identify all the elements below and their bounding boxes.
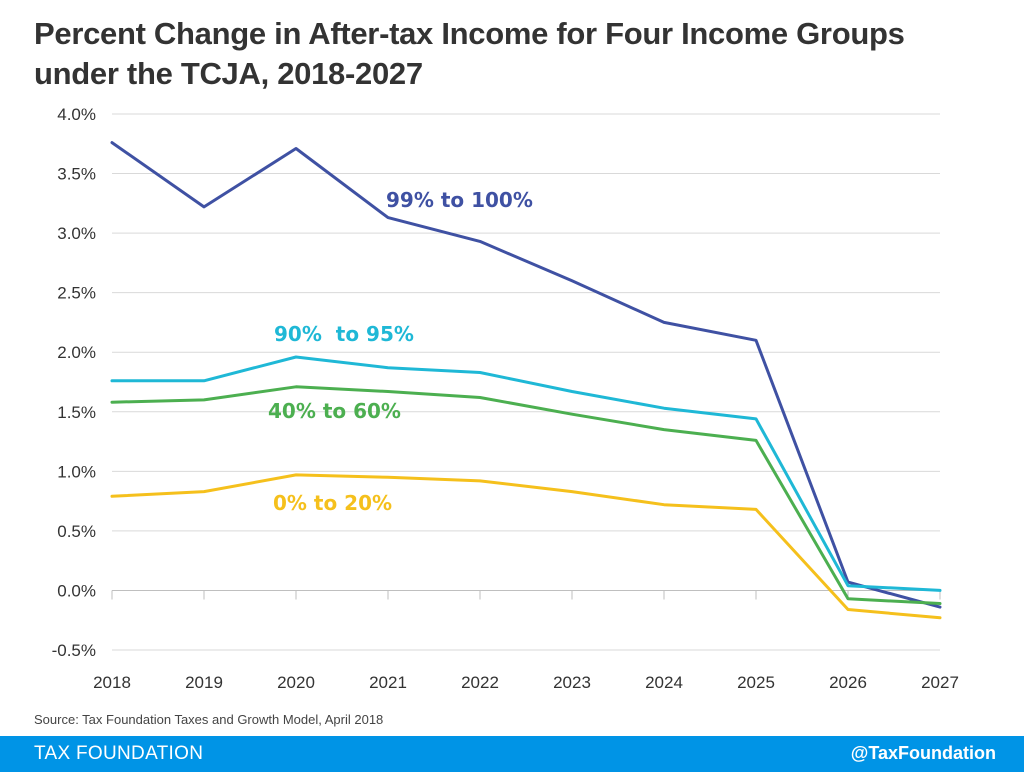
y-axis-tick-labels: -0.5% 0.0% 0.5% 1.0% 1.5% 2.0% 2.5% 3.0% 3.5% 4.0… bbox=[52, 105, 96, 660]
y-tick-label: -0.5% bbox=[52, 641, 96, 660]
x-tick-label: 2023 bbox=[553, 673, 591, 692]
x-axis bbox=[111, 589, 941, 600]
x-tick-label: 2025 bbox=[737, 673, 775, 692]
chart-title-line-1: Percent Change in After-tax Income for F… bbox=[34, 16, 905, 51]
y-tick-label: 2.5% bbox=[57, 284, 96, 303]
x-tick-label: 2027 bbox=[921, 673, 959, 692]
y-tick-label: 0.5% bbox=[57, 522, 96, 541]
series-label-1: 99% to 100% bbox=[386, 188, 533, 212]
series-line-3 bbox=[110, 385, 942, 605]
chart-title-line-2: under the TCJA, 2018-2027 bbox=[34, 56, 423, 91]
series-line-1 bbox=[110, 141, 942, 609]
series-line-2 bbox=[110, 355, 942, 592]
x-tick-label: 2024 bbox=[645, 673, 683, 692]
x-tick-label: 2020 bbox=[277, 673, 315, 692]
footer-brand: TAX FOUNDATION bbox=[34, 743, 204, 764]
y-tick-label: 4.0% bbox=[57, 105, 96, 124]
y-tick-label: 1.0% bbox=[57, 462, 96, 481]
chart-title: Percent Change in After-tax Income for F… bbox=[34, 14, 994, 94]
series-label-4: 0% to 20% bbox=[273, 491, 392, 515]
series-lines bbox=[110, 141, 942, 620]
x-tick-label: 2021 bbox=[369, 673, 407, 692]
x-axis-tick-labels: 2018 2019 2020 2021 2022 2023 2024 2025 2026 2027 bbox=[93, 673, 959, 692]
y-tick-label: 0.0% bbox=[57, 581, 96, 600]
y-tick-label: 3.0% bbox=[57, 224, 96, 243]
series-label-2: 90% to 95% bbox=[274, 322, 414, 346]
series-line-4 bbox=[110, 473, 942, 620]
series-labels: 99% to 100% 90% to 95% 40% to 60% 0% to 20% bbox=[268, 188, 533, 515]
gridlines bbox=[112, 113, 940, 651]
x-tick-label: 2022 bbox=[461, 673, 499, 692]
series-label-3: 40% to 60% bbox=[268, 399, 401, 423]
y-tick-label: 1.5% bbox=[57, 403, 96, 422]
source-note: Source: Tax Foundation Taxes and Growth … bbox=[34, 712, 384, 727]
footer-handle: @TaxFoundation bbox=[850, 743, 996, 763]
line-chart: -0.5% 0.0% 0.5% 1.0% 1.5% 2.0% 2.5% 3.0% 3.5% 4.0… bbox=[52, 105, 959, 692]
footer-bar: TAX FOUNDATION @TaxFoundation bbox=[0, 736, 1024, 772]
x-tick-label: 2018 bbox=[93, 673, 131, 692]
y-tick-label: 3.5% bbox=[57, 165, 96, 184]
y-tick-label: 2.0% bbox=[57, 343, 96, 362]
x-tick-label: 2026 bbox=[829, 673, 867, 692]
x-tick-label: 2019 bbox=[185, 673, 223, 692]
